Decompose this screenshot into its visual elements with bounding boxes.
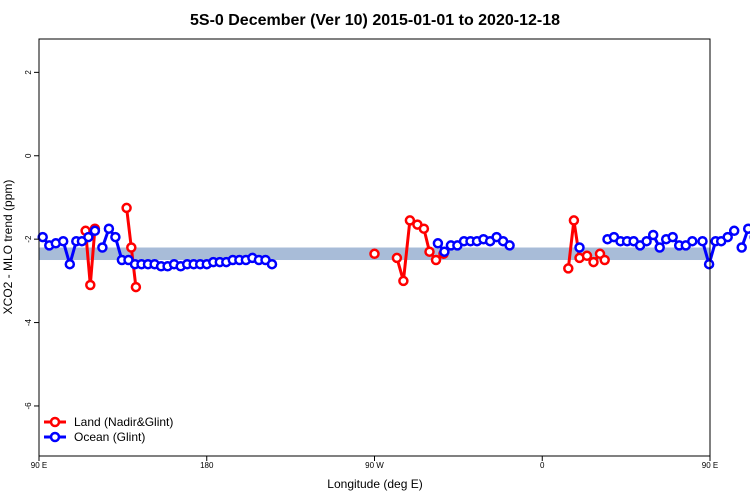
land-point-3-5 (424, 246, 435, 257)
land-point-1-0 (121, 202, 132, 214)
legend-land-marker (49, 416, 61, 428)
land-point-5-6 (599, 254, 610, 266)
legend-land-label: Land (Nadir&Glint) (74, 415, 173, 429)
ocean-point-0-0 (37, 231, 48, 243)
y-tick-label-0: 2 (24, 70, 33, 75)
land-point-5-4 (588, 256, 599, 268)
land-point-3-4 (418, 223, 430, 234)
y-axis: 2 0 -2 -4 -6 (24, 70, 39, 410)
land-point-5-3 (581, 250, 593, 262)
x-tick-label-4: 90 E (702, 461, 718, 470)
x-axis: 90 E 180 90 W 0 90 E (31, 456, 718, 470)
ocean-point-5-7 (647, 229, 659, 241)
ocean-point-2-1 (103, 223, 115, 234)
legend: Land (Nadir&Glint) Ocean (Glint) (44, 415, 173, 444)
legend-ocean-label: Ocean (Glint) (74, 430, 145, 444)
land-point-5-1 (568, 215, 580, 226)
y-tick-label-4: -6 (24, 402, 33, 410)
y-tick-label-1: 0 (24, 153, 33, 158)
ocean-point-4-0 (574, 242, 585, 253)
y-tick-label-3: -4 (24, 318, 33, 326)
ocean-point-3-1 (439, 246, 450, 257)
ocean-point-5-8 (654, 242, 665, 253)
x-axis-label: Longitude (deg E) (327, 477, 422, 491)
ocean-point-1-0 (57, 235, 69, 247)
land-point-3-2 (404, 215, 416, 226)
ocean-point-3-11 (504, 240, 515, 251)
ocean-point-6-1 (703, 258, 715, 270)
ocean-point-5-10 (667, 231, 678, 243)
ocean-point-5-6 (641, 235, 652, 247)
ocean-point-7-0 (736, 242, 747, 253)
x-tick-label-3: 0 (540, 461, 545, 470)
ocean-point-6-5 (728, 225, 740, 237)
ocean-point-2-26 (266, 258, 278, 270)
ocean-point-6-4 (722, 231, 733, 243)
legend-ocean-marker (49, 431, 61, 443)
land-point-2-0 (369, 248, 380, 260)
chart-title: 5S-0 December (Ver 10) 2015-01-01 to 202… (190, 12, 560, 29)
ocean-point-5-13 (687, 235, 698, 247)
ocean-point-1-4 (83, 231, 94, 243)
x-tick-label-1: 180 (200, 461, 214, 470)
land-series-line-5 (566, 218, 606, 269)
x-tick-label-2: 90 W (365, 461, 384, 470)
y-tick-label-2: -2 (24, 235, 33, 243)
ocean-point-2-0 (97, 242, 108, 253)
land-point-3-1 (398, 275, 409, 287)
ocean-point-1-1 (64, 258, 76, 270)
land-point-3-0 (391, 252, 403, 264)
land-point-3-6 (430, 254, 442, 266)
ocean-point-3-0 (432, 238, 444, 249)
land-point-0-1 (85, 279, 96, 291)
ocean-point-1-5 (89, 225, 101, 237)
land-point-5-0 (563, 263, 574, 274)
x-tick-label-0: 90 E (31, 461, 47, 470)
land-point-1-2 (130, 281, 142, 293)
y-axis-label: XCO2 - MLO trend (ppm) (1, 180, 15, 315)
ocean-point-7-1 (742, 223, 750, 234)
ocean-point-6-0 (697, 235, 708, 247)
land-point-1-1 (126, 242, 137, 253)
ocean-point-2-2 (110, 231, 121, 243)
plot-area (37, 202, 750, 293)
